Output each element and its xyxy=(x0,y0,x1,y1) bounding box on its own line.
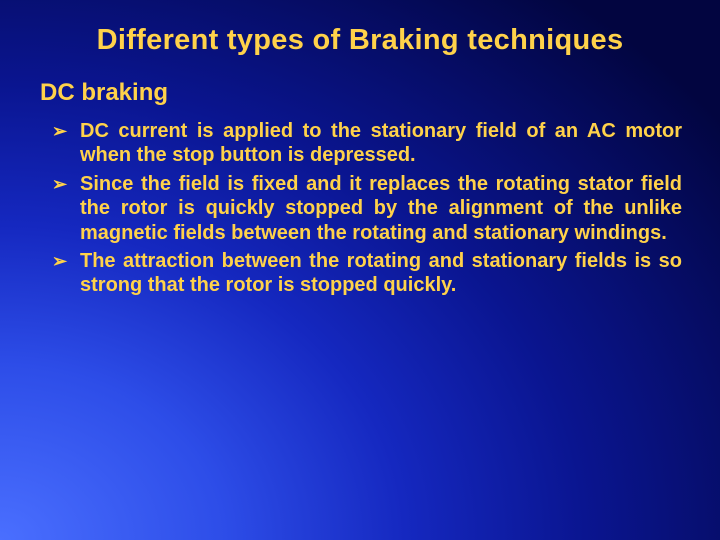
bullet-list: ➢ DC current is applied to the stationar… xyxy=(38,119,682,298)
list-item: ➢ The attraction between the rotating an… xyxy=(52,249,682,298)
list-item: ➢ Since the field is fixed and it replac… xyxy=(52,172,682,245)
slide-title: Different types of Braking techniques xyxy=(38,24,682,57)
slide-subtitle: DC braking xyxy=(40,79,682,107)
bullet-text: Since the field is fixed and it replaces… xyxy=(80,173,682,244)
bullet-icon: ➢ xyxy=(52,174,67,196)
slide: Different types of Braking techniques DC… xyxy=(0,0,720,540)
bullet-icon: ➢ xyxy=(52,251,67,273)
bullet-text: DC current is applied to the stationary … xyxy=(80,120,682,166)
list-item: ➢ DC current is applied to the stationar… xyxy=(52,119,682,168)
bullet-text: The attraction between the rotating and … xyxy=(80,250,682,296)
bullet-icon: ➢ xyxy=(52,121,67,143)
